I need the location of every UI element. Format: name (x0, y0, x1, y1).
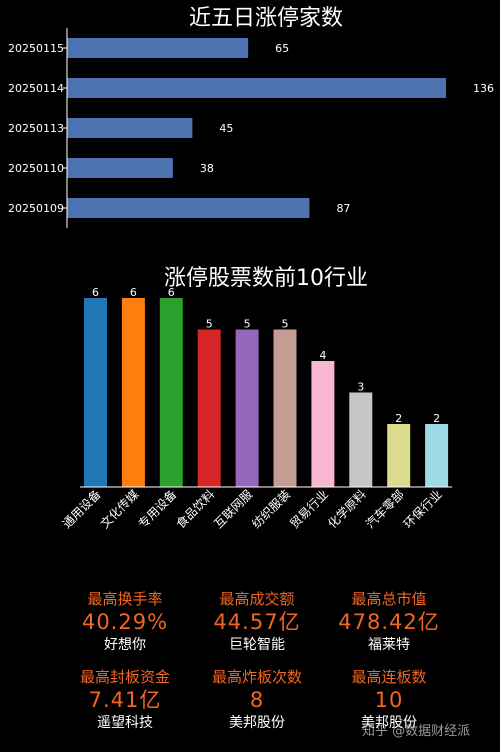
data-label: 6 (92, 286, 99, 299)
y-tick-label: 20250110 (8, 162, 64, 175)
stat-label: 最高封板资金 (79, 668, 170, 686)
bar-环保行业 (425, 424, 449, 487)
stat-label: 最高换手率 (87, 590, 163, 608)
x-tick-label: 化学原料 (324, 487, 369, 532)
x-tick-label: 环保行业 (401, 487, 445, 531)
x-tick-label: 专用设备 (135, 487, 180, 532)
watermark: 知乎 @数据财经派 (362, 724, 471, 739)
bar-互联网服 (235, 329, 259, 487)
data-label: 65 (275, 42, 289, 55)
stat-stock-name: 美邦股份 (361, 715, 417, 731)
bar-20250114 (67, 78, 446, 98)
bar-贸易行业 (311, 361, 335, 487)
bar-文化传媒 (121, 298, 145, 487)
x-tick-label: 互联网服 (211, 487, 255, 531)
data-label: 5 (282, 318, 289, 331)
x-tick-label: 食品饮料 (173, 487, 218, 532)
x-tick-label: 文化传媒 (97, 487, 142, 532)
stat-consecutive: 最高连板数 10 美邦股份 (309, 667, 469, 733)
data-label: 6 (168, 286, 175, 299)
data-label: 4 (319, 349, 326, 362)
stat-stock-name: 遥望科技 (97, 715, 153, 731)
stat-label: 最高炸板次数 (211, 668, 302, 686)
x-tick-label: 贸易行业 (287, 487, 331, 531)
stat-value: 40.29% (81, 610, 169, 634)
y-tick-label: 20250109 (8, 202, 64, 215)
data-label: 136 (473, 82, 494, 95)
bar-20250113 (67, 118, 193, 138)
data-label: 2 (395, 412, 402, 425)
stat-turnover: 最高换手率 40.29% 好想你 (45, 589, 205, 655)
stat-value: 7.41亿 (88, 688, 162, 712)
stat-stock-name: 巨轮智能 (229, 637, 285, 653)
stat-value: 44.57亿 (213, 610, 301, 634)
data-label: 38 (200, 162, 214, 175)
data-label: 3 (357, 381, 364, 394)
y-tick-label: 20250113 (8, 122, 64, 135)
stat-seal-funds: 最高封板资金 7.41亿 遥望科技 (45, 667, 205, 733)
recent-limit-up-chart: 近五日涨停家数 20250115 65 20250114 136 20250113 45 2… (8, 6, 494, 228)
y-tick-label: 20250115 (8, 42, 64, 55)
stats-panel: 最高换手率 40.29% 好想你 最高成交额 44.57亿 巨轮智能 最高总市值… (0, 585, 500, 752)
stat-label: 最高连板数 (351, 668, 427, 686)
bar-汽车零部 (387, 424, 411, 487)
bar-专用设备 (159, 298, 183, 487)
stat-market-cap: 最高总市值 478.42亿 福莱特 (309, 589, 469, 655)
bar-食品饮料 (197, 329, 221, 487)
stat-label: 最高总市值 (351, 590, 427, 608)
data-label: 87 (336, 202, 350, 215)
x-tick-label: 汽车零部 (362, 487, 407, 532)
stat-stock-name: 福莱特 (368, 637, 410, 653)
bar-20250115 (67, 38, 249, 58)
bar-化学原料 (349, 392, 373, 487)
data-label: 45 (219, 122, 233, 135)
bar-纺织服装 (273, 329, 297, 487)
stat-value: 8 (249, 688, 265, 712)
x-tick-label: 纺织服装 (249, 487, 293, 531)
stat-volume: 最高成交额 44.57亿 巨轮智能 (177, 589, 337, 655)
stat-value: 478.42亿 (338, 610, 440, 634)
chart1-title: 近五日涨停家数 (189, 6, 343, 31)
bar-20250109 (67, 198, 310, 218)
bar-20250110 (67, 158, 173, 178)
stat-value: 10 (374, 688, 404, 712)
stat-stock-name: 好想你 (104, 637, 146, 653)
y-tick-label: 20250114 (8, 82, 64, 95)
data-label: 5 (206, 318, 213, 331)
top-industries-chart: 涨停股票数前10行业 6 通用设备 6 文化传媒 6 专用设备 5 食品饮料 5 互联网服 5 纺织服… (60, 266, 453, 532)
data-label: 5 (244, 318, 251, 331)
stat-break-count: 最高炸板次数 8 美邦股份 (177, 667, 337, 733)
data-label: 2 (433, 412, 440, 425)
stat-label: 最高成交额 (219, 590, 295, 608)
bar-通用设备 (84, 298, 107, 487)
data-label: 6 (130, 286, 137, 299)
x-tick-label: 通用设备 (60, 487, 104, 531)
chart2-title: 涨停股票数前10行业 (164, 266, 368, 291)
stat-stock-name: 美邦股份 (229, 715, 285, 731)
